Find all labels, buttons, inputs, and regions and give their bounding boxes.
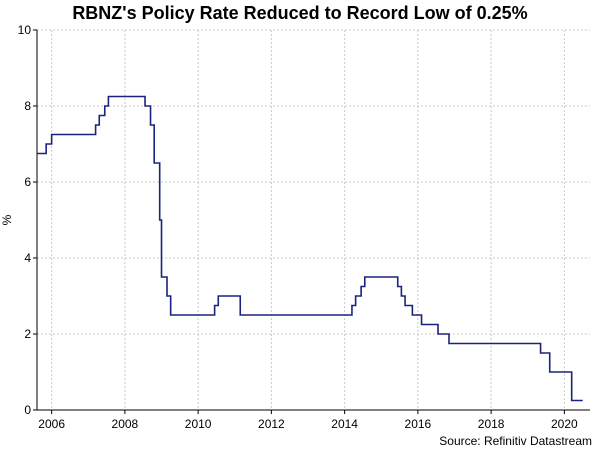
series-line-policy-rate bbox=[37, 95, 583, 402]
x-tick-label: 2018 bbox=[478, 417, 505, 431]
tick-labels: 0 2 4 6 8 10 2006 2008 2010 2012 2014 2016 2018 2020% bbox=[0, 23, 578, 431]
y-tick-label: 4 bbox=[24, 251, 31, 265]
x-tick-label: 2014 bbox=[331, 417, 358, 431]
x-tick-label: 2012 bbox=[258, 417, 285, 431]
x-tick-label: 2016 bbox=[405, 417, 432, 431]
y-tick-label: 10 bbox=[18, 23, 32, 37]
axes bbox=[33, 29, 590, 414]
x-tick-label: 2010 bbox=[185, 417, 212, 431]
y-axis-label: % bbox=[0, 214, 14, 225]
chart-title: RBNZ's Policy Rate Reduced to Record Low… bbox=[72, 3, 528, 23]
y-tick-label: 8 bbox=[24, 99, 31, 113]
x-tick-label: 2020 bbox=[551, 417, 578, 431]
x-tick-label: 2006 bbox=[38, 417, 65, 431]
series-layer bbox=[37, 95, 583, 402]
grid-lines bbox=[37, 29, 590, 410]
y-tick-label: 2 bbox=[24, 327, 31, 341]
y-tick-label: 0 bbox=[24, 403, 31, 417]
x-tick-label: 2008 bbox=[112, 417, 139, 431]
chart-source: Source: Refinitiv Datastream bbox=[439, 434, 592, 448]
y-tick-label: 6 bbox=[24, 175, 31, 189]
